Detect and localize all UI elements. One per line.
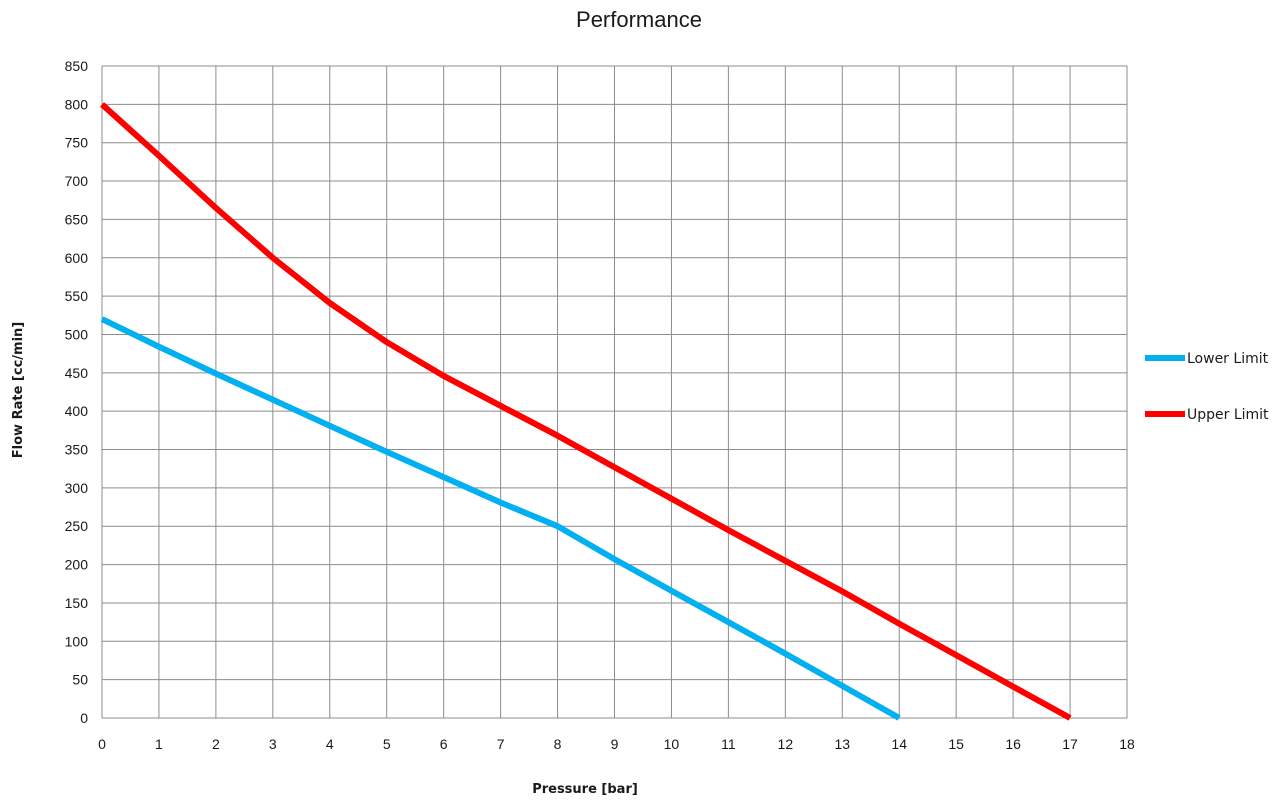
y-tick-label: 700 xyxy=(65,173,89,189)
y-tick-label: 0 xyxy=(80,710,88,726)
series-line-upper-limit xyxy=(99,102,1072,721)
x-axis-ticks: 0 1 2 3 4 5 6 7 8 9 10 11 12 13 14 15 16 17 18 xyxy=(98,736,1135,752)
x-tick-label: 0 xyxy=(98,736,106,752)
x-tick-label: 15 xyxy=(948,736,964,752)
grid xyxy=(101,65,1128,719)
y-tick-label: 800 xyxy=(65,96,89,112)
legend: Lower Limit Upper Limit xyxy=(1145,351,1269,423)
y-tick-label: 400 xyxy=(65,403,89,419)
x-axis-label: Pressure [bar] xyxy=(532,782,638,797)
legend-label-upper-limit: Upper Limit xyxy=(1187,407,1269,423)
y-tick-label: 300 xyxy=(65,480,89,496)
x-tick-label: 14 xyxy=(891,736,907,752)
x-tick-label: 2 xyxy=(212,736,220,752)
x-tick-label: 11 xyxy=(721,736,736,752)
x-tick-label: 7 xyxy=(497,736,505,752)
y-tick-label: 100 xyxy=(65,633,89,649)
y-tick-label: 200 xyxy=(65,557,89,573)
x-tick-label: 1 xyxy=(155,736,163,752)
y-tick-label: 550 xyxy=(65,288,89,304)
series-line-lower-limit xyxy=(100,316,901,721)
y-tick-label: 650 xyxy=(65,211,89,227)
y-tick-label: 850 xyxy=(65,58,89,74)
y-tick-label: 450 xyxy=(65,365,89,381)
y-tick-label: 750 xyxy=(65,135,89,151)
x-tick-label: 18 xyxy=(1119,736,1135,752)
y-tick-label: 250 xyxy=(65,518,89,534)
x-tick-label: 12 xyxy=(778,736,794,752)
x-tick-label: 10 xyxy=(664,736,680,752)
x-tick-label: 3 xyxy=(269,736,277,752)
y-axis-label: Flow Rate [cc/min] xyxy=(11,322,26,458)
x-tick-label: 4 xyxy=(326,736,334,752)
legend-label-lower-limit: Lower Limit xyxy=(1187,351,1269,367)
x-tick-label: 13 xyxy=(834,736,850,752)
y-tick-label: 600 xyxy=(65,250,89,266)
x-tick-label: 8 xyxy=(554,736,562,752)
series-lines xyxy=(99,102,1072,721)
x-tick-label: 17 xyxy=(1062,736,1078,752)
y-tick-label: 500 xyxy=(65,326,89,342)
x-tick-label: 5 xyxy=(383,736,391,752)
x-tick-label: 6 xyxy=(440,736,448,752)
y-tick-label: 350 xyxy=(65,442,89,458)
x-tick-label: 9 xyxy=(611,736,619,752)
y-tick-label: 50 xyxy=(72,672,88,688)
y-axis-ticks: 0 50 100 150 200 250 300 350 400 450 500 550 600 650 7… xyxy=(65,58,89,726)
x-tick-label: 16 xyxy=(1005,736,1021,752)
chart-title: Performance xyxy=(576,7,702,32)
y-tick-label: 150 xyxy=(65,595,89,611)
